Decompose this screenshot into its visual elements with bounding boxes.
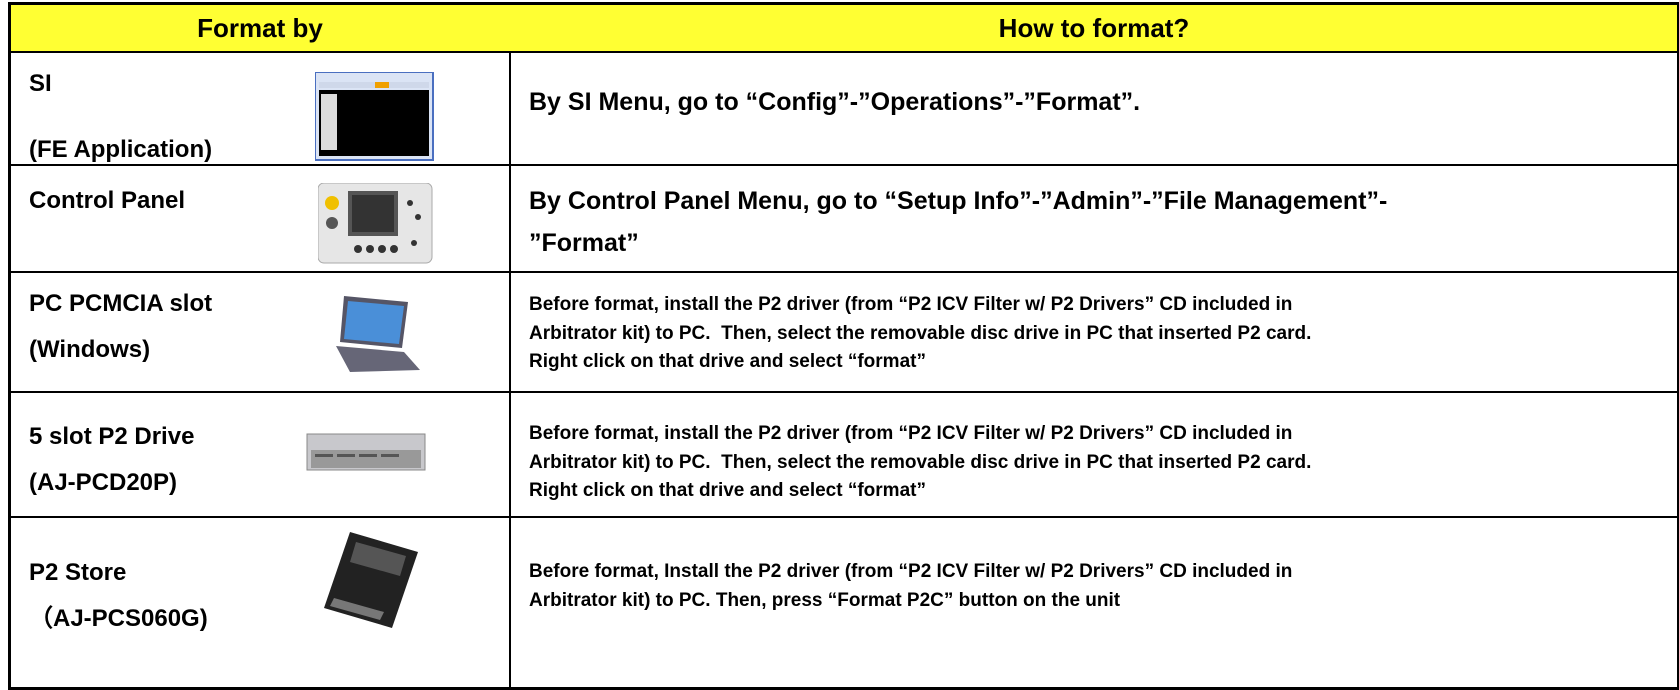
header-row: Format by How to format? [11, 5, 1677, 53]
how-to-text: Before format, install the P2 driver (fr… [529, 423, 1293, 444]
header-cell: How to format? [998, 12, 1190, 43]
format-by-text: SI [29, 70, 52, 97]
si-screenshot [315, 72, 434, 161]
how-to-text: ”Format” [529, 229, 639, 257]
format-by-text: (AJ-PCD20P) [29, 469, 178, 496]
column-divider [509, 5, 511, 687]
how-to-text: Right click on that drive and select “fo… [529, 480, 926, 501]
how-to-text: Before format, install the P2 driver (fr… [529, 294, 1293, 315]
format-by-text: PC PCMCIA slot [29, 290, 213, 317]
format-by-text: 5 slot P2 Drive [29, 423, 195, 450]
table-row: Control Panel By Control Panel Menu, go t… [11, 166, 1677, 273]
format-by-text: (Windows) [29, 336, 151, 363]
table-row: SI (FE Application) By SI Menu, go to “Con… [11, 53, 1677, 166]
format-by-text: Control Panel [29, 187, 186, 214]
format-by-text: P2 Store [29, 559, 127, 586]
table-row: 5 slot P2 Drive (AJ-PCD20P) Before format,… [11, 393, 1677, 518]
p2-store-photo [324, 532, 418, 628]
laptop-photo [336, 296, 420, 372]
how-to-text: Arbitrator kit) to PC. Then, select the … [529, 451, 1312, 473]
table-row: PC PCMCIA slot (Windows) Before format, in… [11, 273, 1677, 393]
format-by-text: （AJ-PCS060G) [29, 605, 208, 632]
how-to-text: Arbitrator kit) to PC. Then, select the … [529, 322, 1312, 344]
format-by-text: (FE Application) [29, 136, 213, 163]
how-to-text: By Control Panel Menu, go to “Setup Info… [529, 187, 1388, 215]
how-to-text: Arbitrator kit) to PC. Then, press “Form… [529, 589, 1121, 611]
table-row: P2 Store （AJ-PCS060G) Before format, Insta… [11, 518, 1677, 687]
header-cell: Format by [197, 12, 323, 43]
how-to-text: Before format, Install the P2 driver (fr… [529, 561, 1293, 582]
how-to-text: By SI Menu, go to “Config”-”Operations”-… [529, 88, 1141, 116]
p2-drive-photo [306, 433, 426, 471]
control-panel-photo [318, 183, 433, 264]
table: Format by How to format? SI (FE Application… [8, 2, 1679, 690]
how-to-text: Right click on that drive and select “fo… [529, 351, 926, 372]
